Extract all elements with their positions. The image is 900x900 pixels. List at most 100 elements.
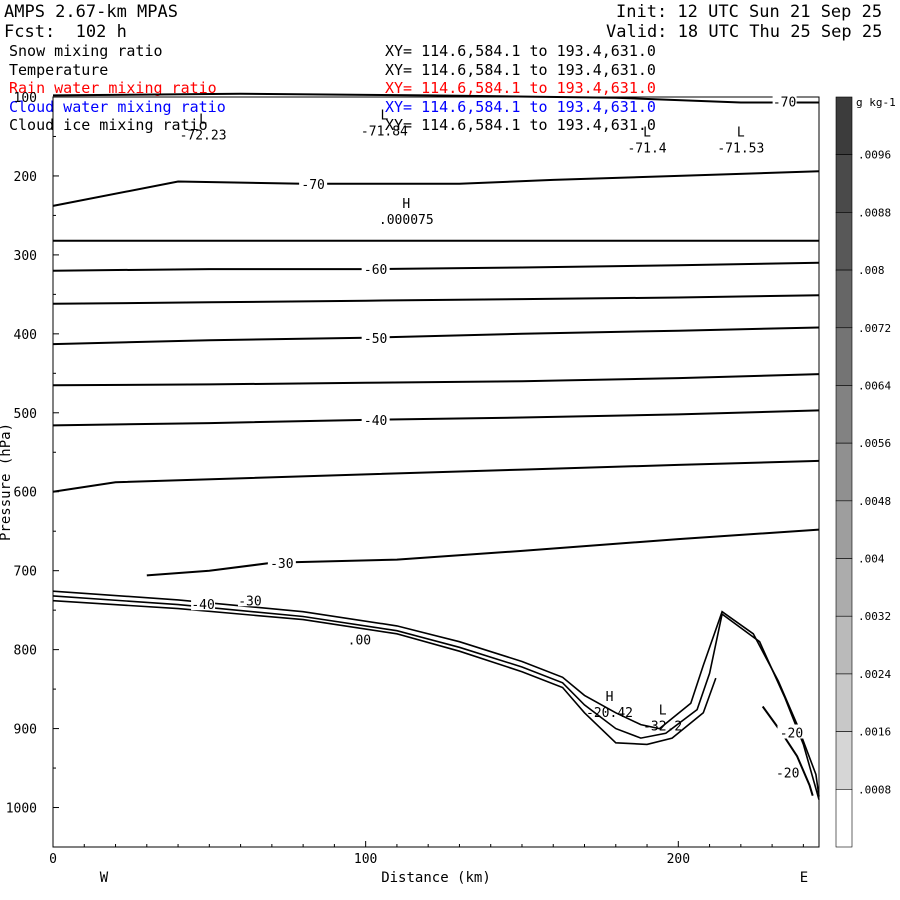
contour-label-bg: [772, 94, 797, 108]
contour-label: -50: [364, 332, 387, 347]
temperature-contour: [52, 373, 820, 387]
high-marker: H: [606, 690, 614, 705]
colorbar-bin: [835, 442, 853, 502]
contour-label: -40: [191, 598, 214, 613]
colorbar-bin: [835, 269, 853, 329]
colorbar-label: .0048: [858, 495, 891, 508]
colorbar-label: .008: [858, 264, 885, 277]
contour-label-bg: [191, 597, 216, 611]
surface-contour: [52, 590, 820, 797]
contour-label-bg: [361, 411, 390, 426]
temperature-contour: [146, 528, 820, 577]
forecast-hour: Fcst: 102 h: [4, 22, 127, 42]
y-tick-label: 700: [14, 565, 37, 580]
colorbar-unit: g kg-1: [856, 96, 896, 109]
colorbar-bin: [835, 385, 853, 444]
colorbar-bin: [835, 327, 853, 386]
colorbar-bin: [835, 673, 853, 732]
contour-label: -30: [238, 594, 261, 609]
y-tick-label: 800: [14, 644, 37, 659]
y-tick-label: 100: [14, 91, 37, 106]
y-tick-label: 300: [14, 249, 37, 264]
y-tick-label: 200: [14, 170, 37, 185]
contour-label: -40: [364, 414, 387, 429]
contour-label: -30: [270, 557, 293, 572]
colorbar-bin: [835, 731, 853, 790]
extremum-value: -71.84: [361, 124, 408, 139]
extremum-value: -32.2: [643, 720, 682, 735]
contour-label: -70: [301, 178, 324, 193]
field-xy-range: XY= 114.6,584.1 to 193.4,631.0: [385, 79, 656, 97]
field-xy-range: XY= 114.6,584.1 to 193.4,631.0: [385, 60, 656, 79]
colorbar-label: .0024: [858, 668, 891, 681]
colorbar-label: .0016: [858, 726, 891, 739]
colorbar-label: .0056: [858, 437, 891, 450]
field-name: Cloud water mixing ratio: [9, 97, 226, 116]
low-marker: L: [199, 112, 207, 127]
temperature-contour: [52, 409, 820, 427]
temperature-contour: [52, 326, 820, 346]
contour-label-bg: [237, 593, 262, 607]
contour-label: .00: [348, 634, 371, 649]
plot-frame: [52, 96, 820, 848]
colorbar-bin: [835, 500, 853, 559]
field-name: Cloud ice mixing ratio: [9, 116, 208, 134]
valid-time: Valid: 18 UTC Thu 25 Sep 25: [606, 22, 883, 42]
extremum-value: -20.42: [586, 706, 633, 721]
colorbar-label: .0032: [858, 610, 891, 623]
field-xy-range: XY= 114.6,584.1 to 193.4,631.0: [385, 116, 656, 134]
temperature-contour: [52, 459, 820, 493]
colorbar-label: .0088: [858, 206, 891, 219]
colorbar-label: .004: [858, 553, 885, 566]
contour-label: -20: [780, 727, 803, 742]
low-marker: L: [659, 704, 667, 719]
x-axis-label: Distance (km): [381, 870, 491, 886]
temperature-contour: [52, 170, 820, 207]
y-tick-label: 500: [14, 407, 37, 422]
low-marker: L: [737, 126, 745, 141]
y-tick-label: 900: [14, 723, 37, 738]
colorbar-label: .0064: [858, 379, 891, 392]
y-tick-label: 1000: [6, 802, 37, 817]
contour-label-bg: [775, 765, 800, 779]
extremum-value: -72.23: [180, 128, 227, 143]
west-label: W: [100, 870, 109, 886]
surface-contour: [52, 595, 820, 800]
field-name: Rain water mixing ratio: [9, 79, 217, 97]
colorbar-label: .0096: [858, 149, 891, 162]
colorbar-bin: [835, 789, 853, 848]
x-tick-label: 200: [667, 852, 690, 867]
temperature-contour: [761, 705, 814, 796]
field-xy-range: XY= 114.6,584.1 to 193.4,631.0: [385, 42, 656, 60]
surface-contour: [52, 599, 717, 746]
x-tick-label: 100: [354, 852, 377, 867]
temperature-contour: [52, 261, 820, 272]
colorbar-bin: [835, 212, 853, 271]
x-tick-label: 0: [49, 852, 57, 867]
colorbar-bin: [835, 96, 853, 155]
field-xy-range: XY= 114.6,584.1 to 193.4,631.0: [385, 97, 656, 116]
contour-label-bg: [361, 329, 390, 344]
y-axis-label: Pressure (hPa): [0, 423, 14, 541]
colorbar-bin: [835, 558, 853, 617]
colorbar-label: .0072: [858, 322, 891, 335]
contour-label-bg: [777, 724, 806, 739]
field-name: Temperature: [9, 60, 109, 79]
contour-label: -60: [364, 263, 387, 278]
contour-label-bg: [347, 632, 372, 646]
contour-label-bg: [361, 261, 390, 276]
y-tick-label: 600: [14, 486, 37, 501]
low-marker: L: [643, 126, 651, 141]
low-marker: L: [380, 108, 388, 123]
init-time: Init: 12 UTC Sun 21 Sep 25: [616, 2, 883, 22]
y-tick-label: 400: [14, 328, 37, 343]
contour-label-bg: [267, 554, 296, 569]
high-marker: H: [402, 197, 410, 212]
contour-label: -70: [773, 95, 796, 110]
east-label: E: [800, 870, 808, 886]
colorbar-label: .0008: [858, 783, 891, 796]
model-title: AMPS 2.67-km MPAS: [4, 2, 178, 22]
temperature-contour: [52, 294, 820, 305]
colorbar-bin: [835, 154, 853, 213]
